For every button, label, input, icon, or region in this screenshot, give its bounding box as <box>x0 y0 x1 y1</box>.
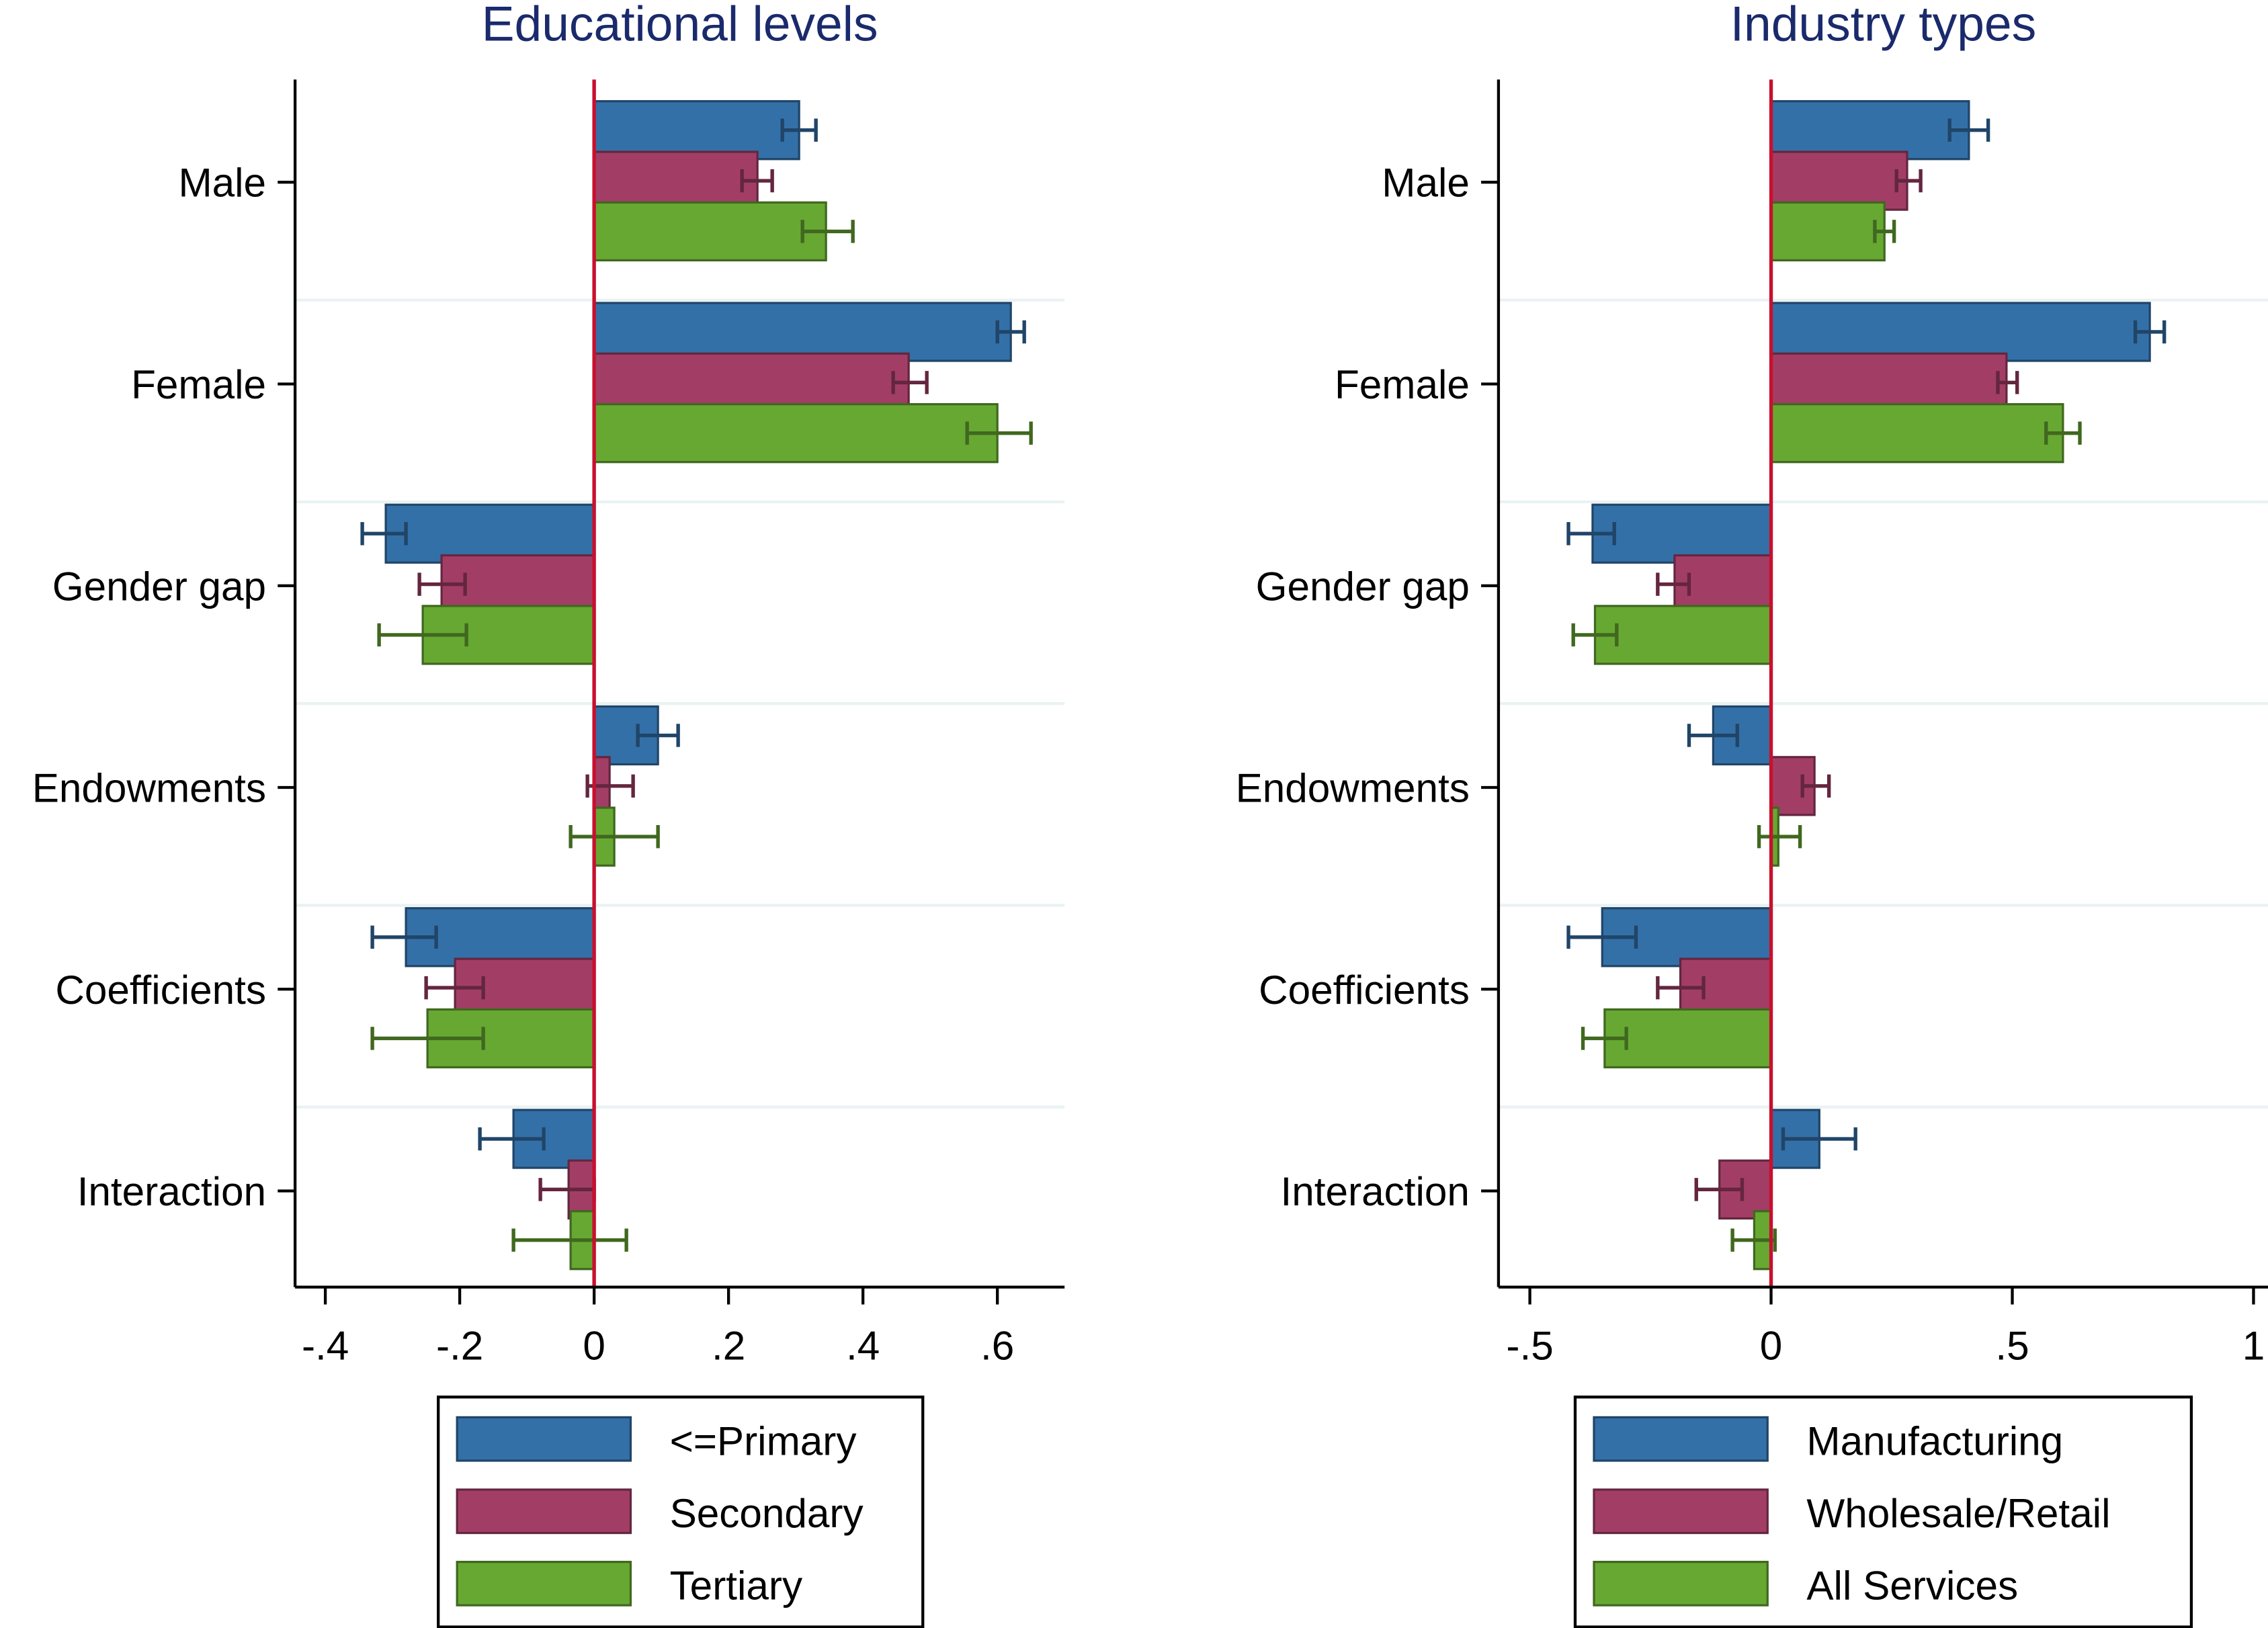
bar <box>593 402 999 464</box>
bar <box>1769 201 1886 262</box>
legend-swatch <box>1593 1488 1769 1535</box>
bar <box>593 302 1012 362</box>
category-label: Interaction <box>77 1168 266 1214</box>
category-label: Endowments <box>32 765 266 811</box>
category-label: Gender gap <box>1256 563 1470 609</box>
x-tick-label: 0 <box>583 1322 605 1368</box>
x-tick-label: .4 <box>846 1322 880 1368</box>
legend: <=Primary Secondary Tertiary <box>437 1396 925 1628</box>
bar <box>593 151 759 211</box>
legend-label: Secondary <box>670 1490 864 1536</box>
chart-panel-2: Industry types Male Female Gender gap Endowm… <box>1236 0 2268 1628</box>
category-label: Male <box>1382 160 1470 206</box>
bar <box>1603 1008 1773 1069</box>
chart-title: Industry types <box>1730 0 2037 51</box>
legend-swatch <box>1593 1561 1769 1606</box>
category-label: Interaction <box>1281 1168 1470 1214</box>
category-label: Male <box>178 160 266 206</box>
bar <box>593 201 827 262</box>
bar <box>1593 605 1773 665</box>
legend-swatch <box>456 1561 632 1606</box>
legend-label: Manufacturing <box>1806 1418 2063 1463</box>
bar <box>593 100 800 161</box>
chart-title: Educational levels <box>482 0 878 51</box>
category-label: Endowments <box>1236 765 1470 811</box>
bar <box>1769 100 1970 161</box>
legend-swatch <box>456 1488 632 1535</box>
legend-label: Wholesale/Retail <box>1806 1490 2110 1536</box>
chart-panel-1: Educational levels Male Female Gender gap En… <box>32 0 1065 1628</box>
x-tick-label: 1 <box>2242 1322 2265 1368</box>
bar <box>593 352 910 413</box>
legend-label: Tertiary <box>670 1563 803 1609</box>
category-label: Coefficients <box>1259 967 1470 1013</box>
category-label: Female <box>131 361 266 407</box>
x-tick-label: 0 <box>1760 1322 1783 1368</box>
bar <box>1769 302 2151 362</box>
legend: Manufacturing Wholesale/Retail All Service… <box>1573 1396 2193 1628</box>
category-label: Female <box>1335 361 1470 407</box>
bar <box>1769 402 2064 464</box>
x-tick-label: .2 <box>712 1322 745 1368</box>
bar <box>1769 151 1908 211</box>
legend-label: All Services <box>1806 1563 2018 1609</box>
x-tick-label: .5 <box>1995 1322 2029 1368</box>
legend-swatch <box>456 1416 632 1462</box>
bar <box>1769 352 2008 413</box>
x-tick-label: .6 <box>980 1322 1014 1368</box>
x-tick-label: -.2 <box>436 1322 483 1368</box>
bar <box>1591 503 1773 564</box>
bar <box>384 503 595 564</box>
x-tick-label: -.4 <box>302 1322 349 1368</box>
chart-root: Educational levels Male Female Gender gap En… <box>32 0 2268 1628</box>
category-label: Gender gap <box>52 563 266 609</box>
category-label: Coefficients <box>55 967 266 1013</box>
legend-label: <=Primary <box>670 1418 857 1463</box>
legend-swatch <box>1593 1416 1769 1462</box>
x-tick-label: -.5 <box>1506 1322 1553 1368</box>
